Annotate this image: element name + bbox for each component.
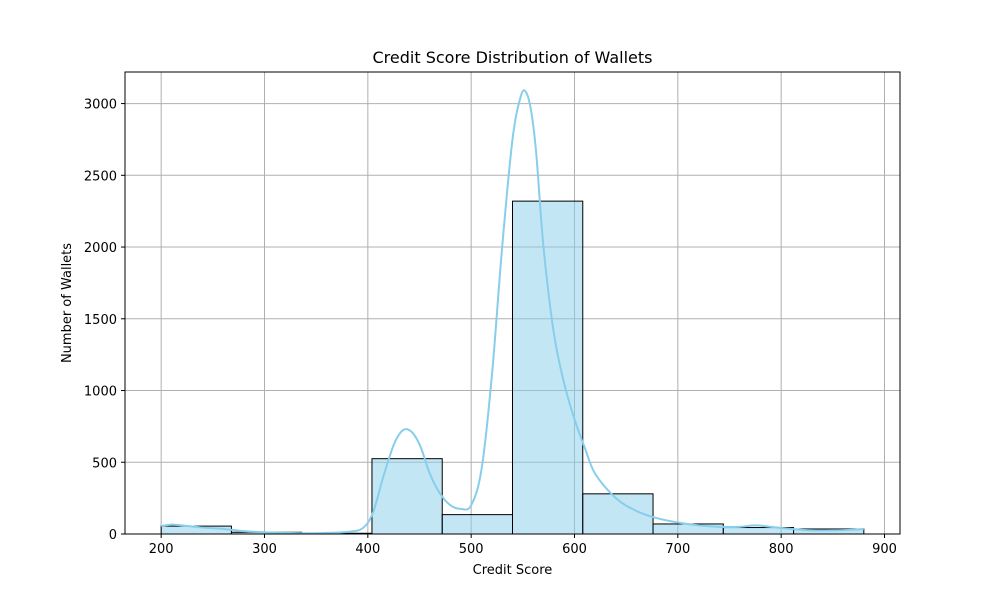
chart-title: Credit Score Distribution of Wallets [373,48,653,67]
y-tick-label: 1000 [84,385,117,400]
histogram-bar [371,458,443,535]
kde-curve-layer [161,89,864,535]
y-tick-label: 3000 [84,98,117,113]
x-tick-label: 700 [665,542,690,557]
x-tick-label: 400 [355,542,380,557]
y-tick-label: 500 [92,456,117,471]
histogram-bars [160,200,865,535]
y-tick-label: 1500 [84,313,117,328]
plot-frame [124,71,901,535]
histogram-bar [652,523,724,535]
axis-ticks: 200 300 400 500 600 700 800 900 0 500 1000 1500 2000… [84,98,897,557]
x-tick-label: 200 [149,542,174,557]
y-tick-label: 0 [109,528,117,543]
x-axis-label: Credit Score [473,563,553,578]
x-tick-label: 800 [769,542,794,557]
x-tick-label: 900 [872,542,897,557]
x-tick-label: 600 [562,542,587,557]
y-tick-label: 2000 [84,241,117,256]
x-tick-label: 300 [252,542,277,557]
histogram-bar [441,514,514,535]
kde-curve [161,89,864,535]
histogram-bar [512,200,584,535]
y-tick-label: 2500 [84,169,117,184]
y-axis-label: Number of Wallets [60,243,75,363]
x-tick-label: 500 [459,542,484,557]
